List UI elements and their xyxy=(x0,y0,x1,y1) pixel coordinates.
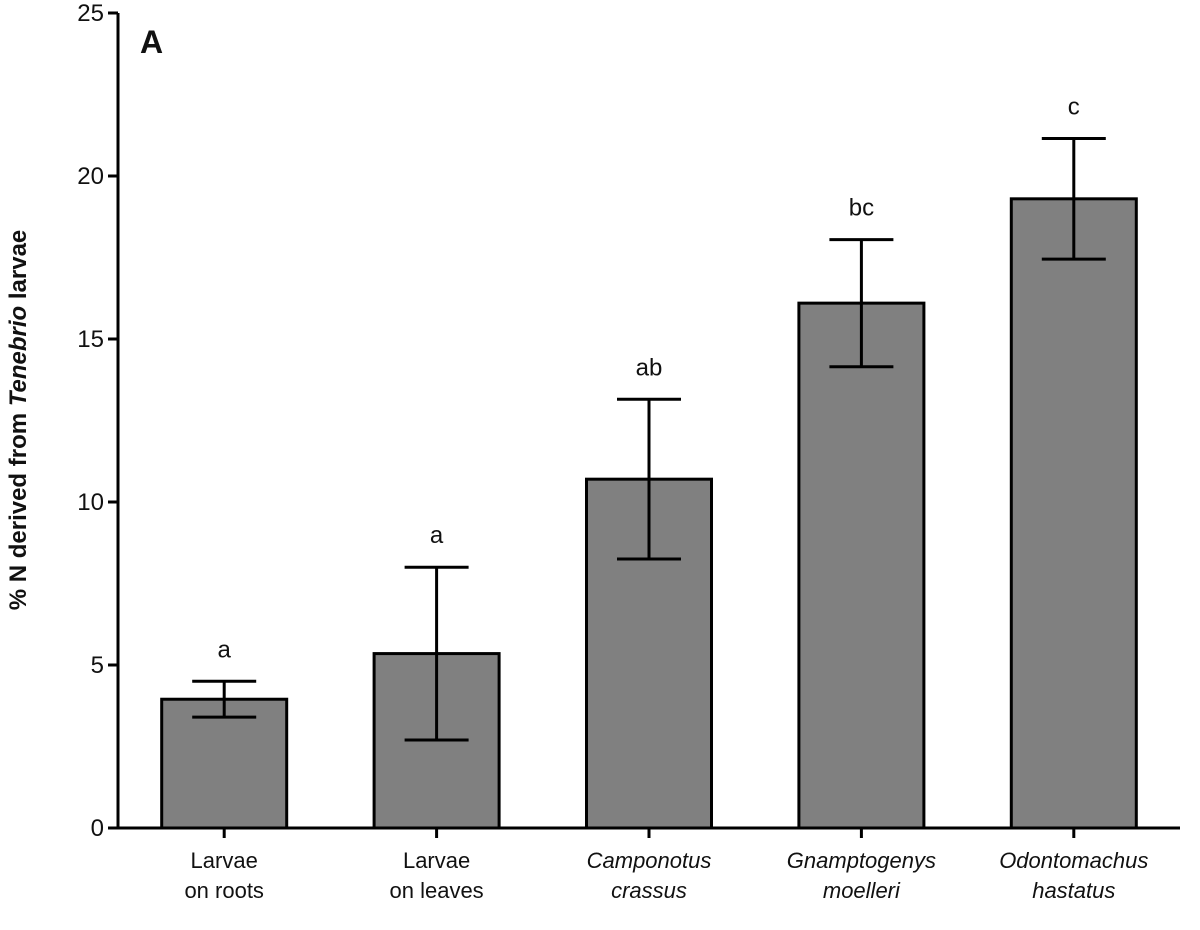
plot-area: 0 5 10 15 20 25 a Larvae on roots a Larvae on leave… xyxy=(77,0,1180,903)
x-tick-label-line: Larvae xyxy=(191,848,258,873)
x-tick-label-line: hastatus xyxy=(1032,878,1115,903)
x-tick-label-line: moelleri xyxy=(823,878,901,903)
x-tick-label-line: on roots xyxy=(184,878,264,903)
y-axis-label-suffix: larvae xyxy=(5,230,32,306)
bar xyxy=(1009,197,1138,830)
x-tick-label-line: Gnamptogenys xyxy=(787,848,936,873)
x-tick-label-line: Larvae xyxy=(403,848,470,873)
y-tick-label: 15 xyxy=(77,326,104,353)
y-tick-label: 20 xyxy=(77,163,104,190)
x-tick-label: Larvae on roots xyxy=(184,848,264,903)
significance-label: c xyxy=(1068,94,1080,121)
significance-label: a xyxy=(430,522,444,549)
y-tick-label: 10 xyxy=(77,489,104,516)
panel-label: A xyxy=(140,24,163,60)
bar xyxy=(160,697,289,830)
significance-label: a xyxy=(218,636,232,663)
y-axis-label-italic: Tenebrio xyxy=(5,306,32,406)
y-axis-label-prefix: % N derived from xyxy=(5,406,32,610)
x-tick-label-line: crassus xyxy=(611,878,687,903)
bar xyxy=(797,301,926,830)
x-tick-label-line: on leaves xyxy=(390,878,484,903)
x-tick-label-line: Camponotus xyxy=(587,848,712,873)
y-tick-label: 25 xyxy=(77,0,104,27)
y-tick-label: 5 xyxy=(91,652,104,679)
significance-label: bc xyxy=(849,195,874,222)
x-tick-label: Odontomachus hastatus xyxy=(999,848,1148,903)
y-tick-label: 0 xyxy=(91,815,104,842)
x-tick-label: Larvae on leaves xyxy=(390,848,484,903)
y-axis-label: % N derived from Tenebrio larvae xyxy=(5,230,32,611)
x-tick-label: Camponotus crassus xyxy=(587,848,712,903)
x-tick-label-line: Odontomachus xyxy=(999,848,1148,873)
significance-label: ab xyxy=(636,354,663,381)
x-tick-label: Gnamptogenys moelleri xyxy=(787,848,936,903)
